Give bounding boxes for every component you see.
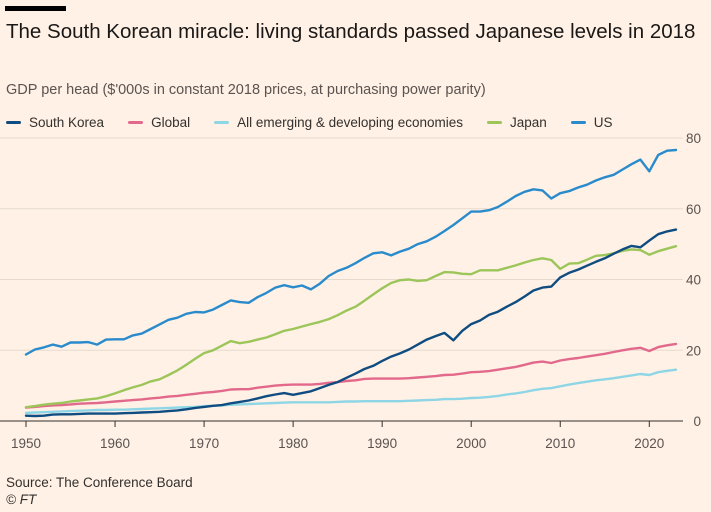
legend-label-global: Global	[151, 114, 191, 130]
legend-item-japan: Japan	[486, 114, 547, 130]
legend-label-us: US	[593, 114, 613, 130]
legend-item-global: Global	[128, 115, 190, 130]
legend-swatch-south-korea	[6, 120, 21, 124]
y-tick-label-60: 60	[686, 202, 701, 217]
chart-subtitle: GDP per head ($'000s in constant 2018 pr…	[6, 82, 486, 98]
legend-item-emerging: All emerging & developing economies	[214, 115, 463, 130]
x-tick-label-2000: 2000	[456, 436, 486, 451]
legend-swatch-global	[128, 120, 144, 124]
series-line-japan	[24, 244, 678, 409]
ft-top-bar	[5, 6, 66, 11]
legend-swatch-us	[570, 120, 586, 124]
x-tick-label-1950: 1950	[11, 436, 41, 451]
x-tick-label-1970: 1970	[189, 436, 219, 451]
chart-legend: South Korea Global All emerging & develo…	[6, 112, 637, 132]
legend-swatch-japan	[486, 120, 502, 124]
x-tick-label-2010: 2010	[545, 436, 575, 451]
legend-label-south-korea: South Korea	[29, 114, 105, 130]
chart-title: The South Korean miracle: living standar…	[6, 20, 696, 43]
x-tick-label-1980: 1980	[278, 436, 308, 451]
series-line-us	[24, 148, 678, 356]
legend-label-emerging: All emerging & developing economies	[237, 114, 463, 130]
y-tick-label-40: 40	[686, 273, 701, 288]
x-tick-label-1960: 1960	[100, 436, 130, 451]
y-tick-label-80: 80	[686, 131, 701, 146]
series-line-global	[24, 342, 678, 409]
y-tick-label-20: 20	[686, 343, 701, 358]
legend-item-us: US	[570, 114, 613, 130]
series-line-all-emerging-developing-economies	[24, 368, 678, 415]
y-tick-label-0: 0	[693, 414, 701, 429]
series-line-south-korea	[24, 228, 678, 418]
legend-label-japan: Japan	[509, 114, 547, 130]
legend-swatch-emerging	[214, 120, 230, 124]
source-note: Source: The Conference Board	[6, 475, 193, 490]
x-tick-label-1990: 1990	[367, 436, 397, 451]
copyright-note: © FT	[6, 492, 37, 507]
legend-item-south-korea: South Korea	[6, 115, 104, 130]
x-tick-label-2020: 2020	[634, 436, 664, 451]
